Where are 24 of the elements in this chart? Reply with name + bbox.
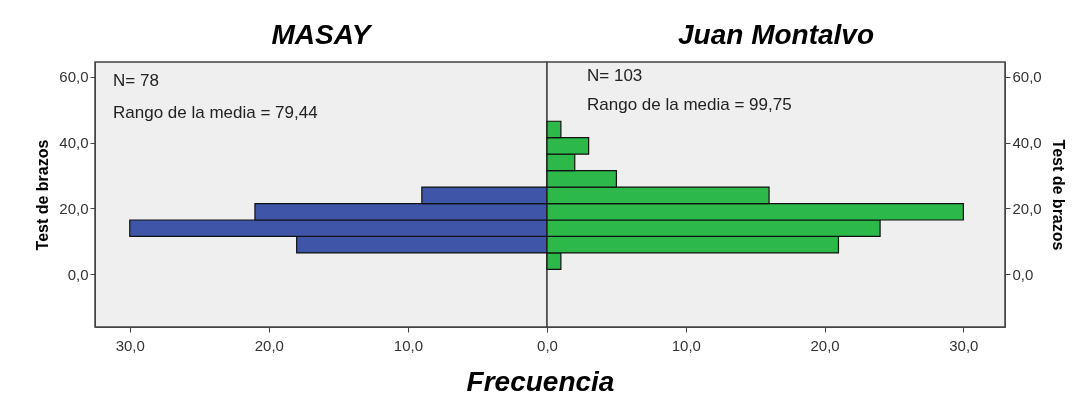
y-tick-label: 40,0 (59, 134, 89, 152)
y-axis-title: Test de brazos (34, 139, 52, 251)
y-tick-label: 0,0 (1012, 265, 1034, 283)
annotation: N= 103 (587, 66, 643, 85)
y-tick-label: 20,0 (59, 199, 89, 217)
annotation: Rango de la media = 79,44 (113, 103, 318, 122)
y-axis-title: Test de brazos (1049, 139, 1067, 251)
x-tick-label: 30,0 (949, 336, 979, 354)
x-axis-title: Frecuencia (465, 366, 616, 398)
y-tick-label: 60,0 (1012, 68, 1042, 86)
chart-title: Juan Montalvo (677, 19, 875, 50)
x-tick-label: 10,0 (393, 336, 424, 354)
annotation: N= 78 (113, 71, 159, 90)
y-tick-label: 0,0 (67, 265, 89, 283)
x-tick-label: 20,0 (810, 336, 840, 354)
x-tick-label: 20,0 (254, 336, 284, 354)
y-tick-label: 20,0 (1012, 199, 1042, 217)
y-tick-label: 40,0 (1012, 134, 1042, 152)
chart-title: MASAY (271, 19, 373, 50)
x-tick-label: 0,0 (537, 336, 558, 354)
y-tick-label: 60,0 (59, 68, 89, 86)
x-tick-label: 10,0 (671, 336, 701, 354)
x-tick-label: 30,0 (115, 336, 145, 354)
annotation: Rango de la media = 99,75 (587, 95, 792, 114)
